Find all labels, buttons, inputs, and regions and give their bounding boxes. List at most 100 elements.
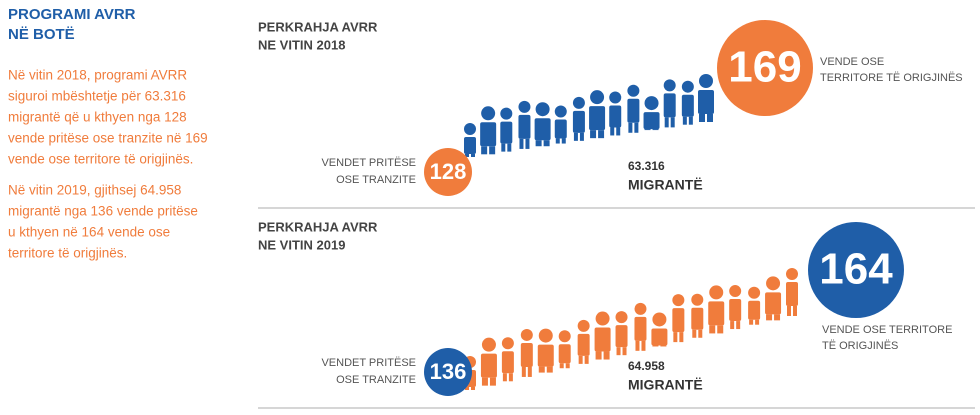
person-body (729, 299, 742, 322)
person-icon (663, 79, 676, 128)
person-leg (707, 114, 713, 122)
person-leg (787, 306, 791, 316)
person-leg (471, 387, 475, 390)
person-icon (520, 328, 533, 377)
person-head (615, 311, 628, 324)
person-icon (765, 276, 782, 321)
person-body (500, 121, 513, 144)
person-leg (679, 332, 684, 343)
person-leg (670, 117, 675, 128)
person-leg (565, 363, 570, 369)
person-head (681, 80, 694, 93)
host-circle (424, 348, 472, 396)
person-head (554, 105, 567, 118)
person-icon (672, 294, 685, 343)
person-body (748, 300, 761, 320)
person-icon (534, 102, 551, 147)
person-leg (584, 355, 589, 364)
person-leg (688, 116, 693, 125)
person-leg (538, 366, 545, 373)
person-leg (793, 306, 797, 316)
host-label: OSE TRANZITE (336, 174, 416, 186)
person-head (748, 286, 761, 299)
person-leg (546, 366, 553, 373)
person-leg (610, 127, 615, 136)
migrants-count: 63.316 (628, 159, 665, 173)
person-leg (692, 329, 697, 338)
host-label: VENDET PRITËSE (321, 357, 416, 369)
person-head (572, 96, 585, 109)
person-body (786, 282, 798, 306)
person-leg (590, 130, 597, 139)
person-body (520, 342, 533, 367)
sidebar-text: migrantë që u kthyen nga 128 (8, 110, 187, 125)
person-leg (635, 340, 640, 351)
host-label: OSE TRANZITE (336, 374, 416, 386)
person-head (627, 84, 640, 97)
person-head (595, 311, 610, 326)
person-body (534, 118, 551, 141)
sidebar-text: Në vitin 2019, gjithsej 64.958 (8, 183, 181, 198)
person-icon (500, 107, 513, 152)
sidebar-text: vende pritëse ose tranzite në 169 (8, 131, 208, 146)
person-head (709, 285, 724, 300)
person-icon (708, 285, 725, 334)
origin-label: VENDE OSE TERRITORE (822, 324, 952, 336)
person-leg (507, 143, 512, 152)
person-leg (489, 377, 496, 386)
host-count: 136 (430, 359, 467, 384)
person-leg (521, 366, 526, 377)
person-icon (577, 319, 590, 364)
person-icon (609, 91, 622, 136)
person-leg (616, 127, 621, 136)
person-leg (736, 321, 741, 330)
person-leg (527, 366, 532, 377)
person-leg (673, 332, 678, 343)
person-head (652, 312, 667, 327)
person-leg (755, 319, 760, 325)
person-head (766, 276, 781, 291)
person-body (663, 93, 676, 118)
sidebar-text: siguroi mbështetje për 63.316 (8, 89, 186, 104)
person-leg (561, 138, 566, 144)
person-leg (698, 329, 703, 338)
person-leg (555, 138, 560, 144)
origin-label: TË ORIGJINËS (822, 340, 898, 352)
person-body (627, 98, 640, 123)
migrants-label: MIGRANTË (628, 377, 703, 393)
person-leg (634, 122, 639, 133)
person-leg (644, 129, 651, 131)
person-head (663, 79, 676, 92)
person-leg (730, 321, 735, 330)
person-head (577, 319, 590, 332)
person-leg (766, 314, 773, 321)
person-body (464, 137, 476, 154)
person-icon (615, 311, 628, 356)
person-icon (627, 84, 640, 133)
person-leg (579, 132, 584, 141)
person-leg (652, 345, 659, 347)
person-leg (525, 138, 530, 149)
person-body (589, 106, 606, 131)
person-body (698, 90, 714, 114)
person-body (480, 353, 497, 378)
person-leg (682, 116, 687, 125)
sidebar-title: PROGRAMI AVRR (8, 6, 136, 23)
person-body (672, 308, 685, 333)
person-body (681, 94, 694, 117)
person-icon (572, 96, 585, 141)
origin-circle (808, 222, 904, 318)
origin-count: 164 (819, 245, 893, 294)
person-leg (603, 351, 610, 360)
person-leg (489, 146, 496, 155)
person-head (634, 302, 647, 315)
person-body (480, 122, 497, 147)
person-icon (480, 337, 497, 386)
person-icon (691, 293, 704, 338)
person-icon (681, 80, 694, 125)
person-leg (709, 325, 716, 334)
person-leg (622, 347, 627, 356)
person-leg (664, 117, 669, 128)
person-head (501, 337, 514, 350)
person-leg (616, 347, 621, 356)
